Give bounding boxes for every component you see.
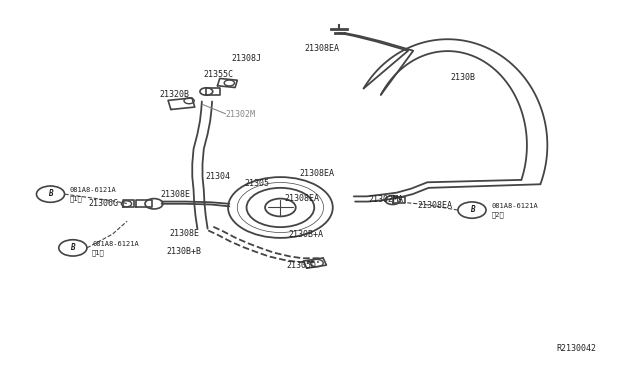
Text: 21305: 21305 xyxy=(244,179,269,187)
Text: 、1）: 、1） xyxy=(92,249,105,256)
Text: 21308EA: 21308EA xyxy=(300,169,335,177)
Text: 21308EA: 21308EA xyxy=(285,195,320,203)
Text: 21302MA: 21302MA xyxy=(369,195,404,204)
Text: 21304: 21304 xyxy=(205,172,230,181)
Text: 2130B+B: 2130B+B xyxy=(167,247,202,256)
Text: R2130042: R2130042 xyxy=(556,344,596,353)
Text: 21308E: 21308E xyxy=(161,190,190,199)
Text: 21308E: 21308E xyxy=(170,229,200,238)
Text: 081A8-6121A: 081A8-6121A xyxy=(92,241,139,247)
Text: B: B xyxy=(48,189,53,198)
Text: 21320B: 21320B xyxy=(159,90,189,99)
Text: 21355C: 21355C xyxy=(204,70,234,79)
Text: 21305D: 21305D xyxy=(287,261,317,270)
Text: 、2）: 、2） xyxy=(491,211,504,218)
Text: B: B xyxy=(70,243,75,252)
Text: 081A8-6121A: 081A8-6121A xyxy=(70,187,116,193)
Text: 21306G: 21306G xyxy=(89,199,119,208)
Text: 21308EA: 21308EA xyxy=(417,201,452,210)
Text: 081A8-6121A: 081A8-6121A xyxy=(491,203,538,209)
Text: 21302M: 21302M xyxy=(225,110,255,119)
Text: B: B xyxy=(470,205,474,214)
Text: 2130B+A: 2130B+A xyxy=(288,230,323,239)
Text: 21308J: 21308J xyxy=(232,54,262,62)
Text: 2130B: 2130B xyxy=(451,73,476,82)
Text: 21308EA: 21308EA xyxy=(304,44,339,52)
Text: 、1）: 、1） xyxy=(70,195,83,202)
